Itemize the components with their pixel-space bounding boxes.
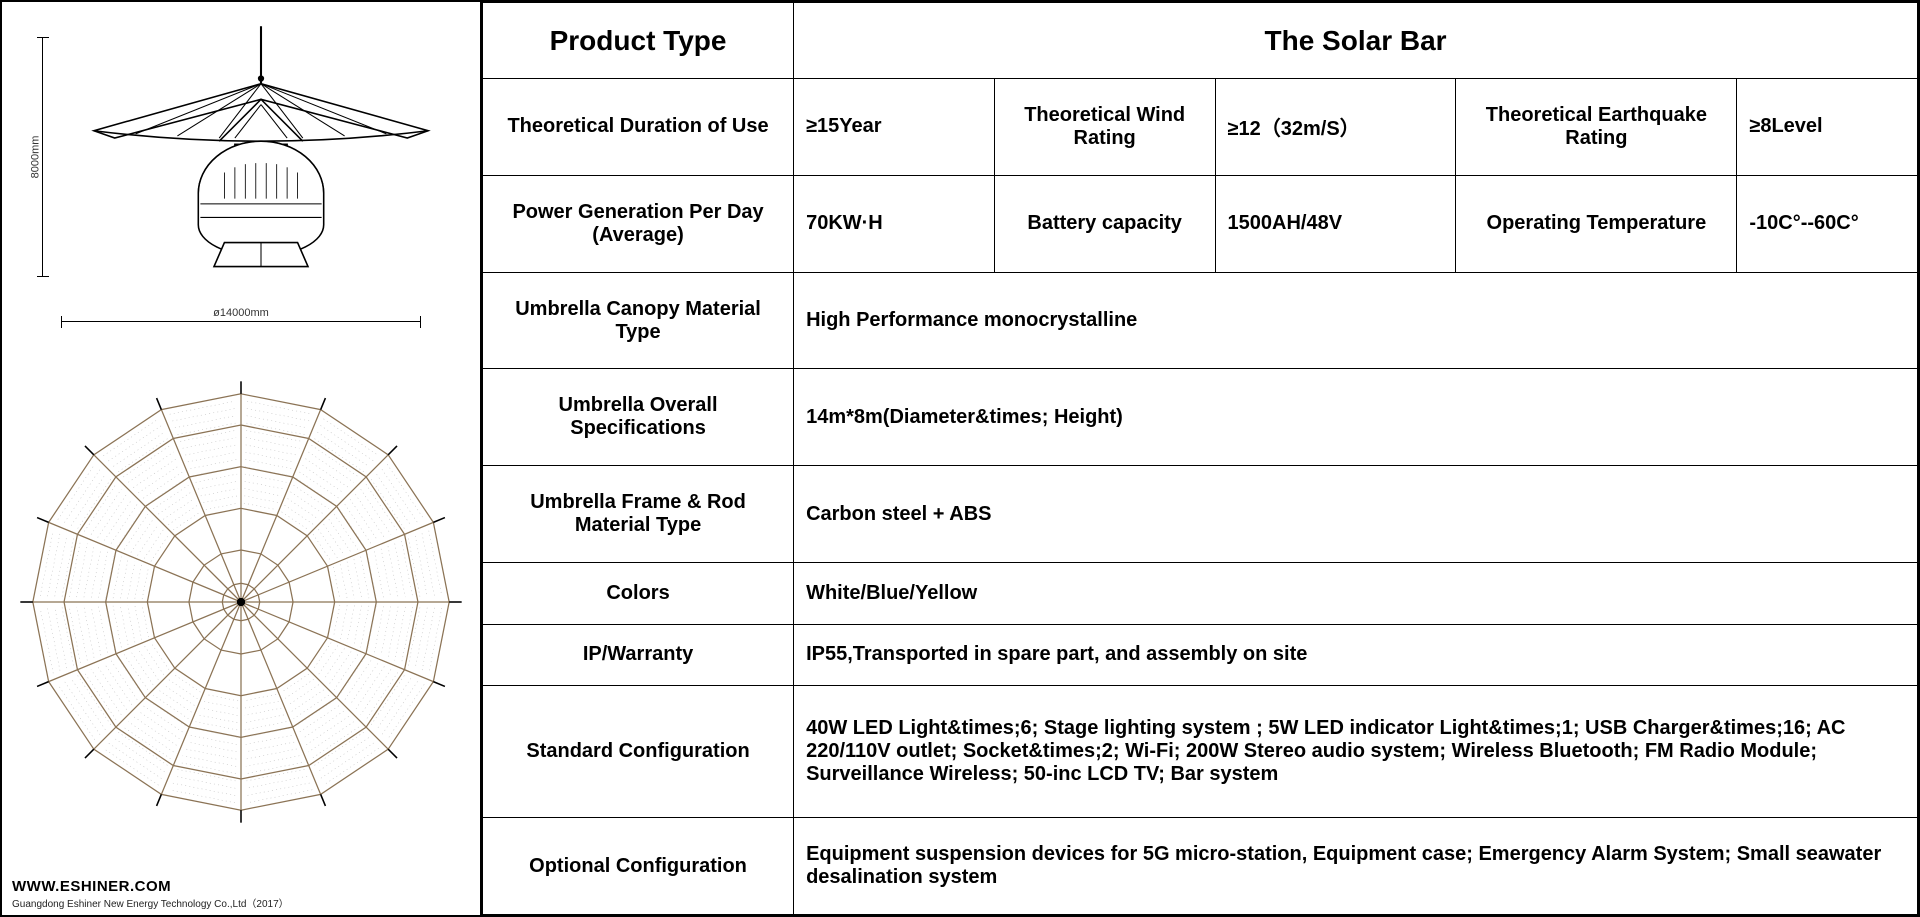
title-row: Product Type The Solar Bar bbox=[483, 3, 1918, 79]
footer-url: WWW.ESHINER.COM bbox=[12, 878, 470, 895]
product-name: The Solar Bar bbox=[794, 3, 1918, 79]
row-optional: Optional Configuration Equipment suspens… bbox=[483, 818, 1918, 915]
r1-v2: ≥12（32m/S） bbox=[1215, 79, 1456, 176]
elevation-view: 8000mm bbox=[12, 17, 470, 297]
r1-l3: Theoretical Earthquake Rating bbox=[1456, 79, 1737, 176]
r2-l3: Operating Temperature bbox=[1456, 175, 1737, 272]
r6-label: Colors bbox=[483, 563, 794, 624]
r4-value: 14m*8m(Diameter&times; Height) bbox=[794, 369, 1918, 466]
r2-l2: Battery capacity bbox=[994, 175, 1215, 272]
r1-l1: Theoretical Duration of Use bbox=[483, 79, 794, 176]
diameter-dim-line bbox=[61, 321, 421, 322]
plan-view: ø14000mm bbox=[12, 307, 470, 874]
row-frame: Umbrella Frame & Rod Material Type Carbo… bbox=[483, 466, 1918, 563]
r5-label: Umbrella Frame & Rod Material Type bbox=[483, 466, 794, 563]
diameter-label: ø14000mm bbox=[213, 307, 269, 319]
r3-label: Umbrella Canopy Material Type bbox=[483, 272, 794, 369]
r5-value: Carbon steel + ABS bbox=[794, 466, 1918, 563]
row-colors: Colors White/Blue/Yellow bbox=[483, 563, 1918, 624]
row-overall: Umbrella Overall Specifications 14m*8m(D… bbox=[483, 369, 1918, 466]
row-power: Power Generation Per Day (Average) 70KW·… bbox=[483, 175, 1918, 272]
height-dimension: 8000mm bbox=[20, 37, 50, 277]
product-type-header: Product Type bbox=[483, 3, 794, 79]
r2-v2: 1500AH/48V bbox=[1215, 175, 1456, 272]
r2-l1: Power Generation Per Day (Average) bbox=[483, 175, 794, 272]
r9-label: Optional Configuration bbox=[483, 818, 794, 915]
elevation-drawing bbox=[52, 21, 470, 293]
row-ip: IP/Warranty IP55,Transported in spare pa… bbox=[483, 624, 1918, 685]
r9-value: Equipment suspension devices for 5G micr… bbox=[794, 818, 1918, 915]
row-standard: Standard Configuration 40W LED Light&tim… bbox=[483, 686, 1918, 818]
r7-label: IP/Warranty bbox=[483, 624, 794, 685]
r1-v3: ≥8Level bbox=[1737, 79, 1918, 176]
height-label: 8000mm bbox=[29, 136, 41, 179]
footer: WWW.ESHINER.COM Guangdong Eshiner New En… bbox=[12, 874, 470, 910]
r7-value: IP55,Transported in spare part, and asse… bbox=[794, 624, 1918, 685]
r8-value: 40W LED Light&times;6; Stage lighting sy… bbox=[794, 686, 1918, 818]
drawing-panel: 8000mm bbox=[2, 2, 482, 915]
row-ratings: Theoretical Duration of Use ≥15Year Theo… bbox=[483, 79, 1918, 176]
r3-value: High Performance monocrystalline bbox=[794, 272, 1918, 369]
r2-v3: -10C°--60C° bbox=[1737, 175, 1918, 272]
row-canopy: Umbrella Canopy Material Type High Perfo… bbox=[483, 272, 1918, 369]
r1-v1: ≥15Year bbox=[794, 79, 995, 176]
plan-drawing bbox=[12, 330, 470, 874]
spec-sheet: 8000mm bbox=[0, 0, 1920, 917]
spec-table: Product Type The Solar Bar Theoretical D… bbox=[482, 2, 1918, 915]
footer-company: Guangdong Eshiner New Energy Technology … bbox=[12, 895, 470, 910]
r4-label: Umbrella Overall Specifications bbox=[483, 369, 794, 466]
r6-value: White/Blue/Yellow bbox=[794, 563, 1918, 624]
r2-v1: 70KW·H bbox=[794, 175, 995, 272]
r1-l2: Theoretical Wind Rating bbox=[994, 79, 1215, 176]
r8-label: Standard Configuration bbox=[483, 686, 794, 818]
